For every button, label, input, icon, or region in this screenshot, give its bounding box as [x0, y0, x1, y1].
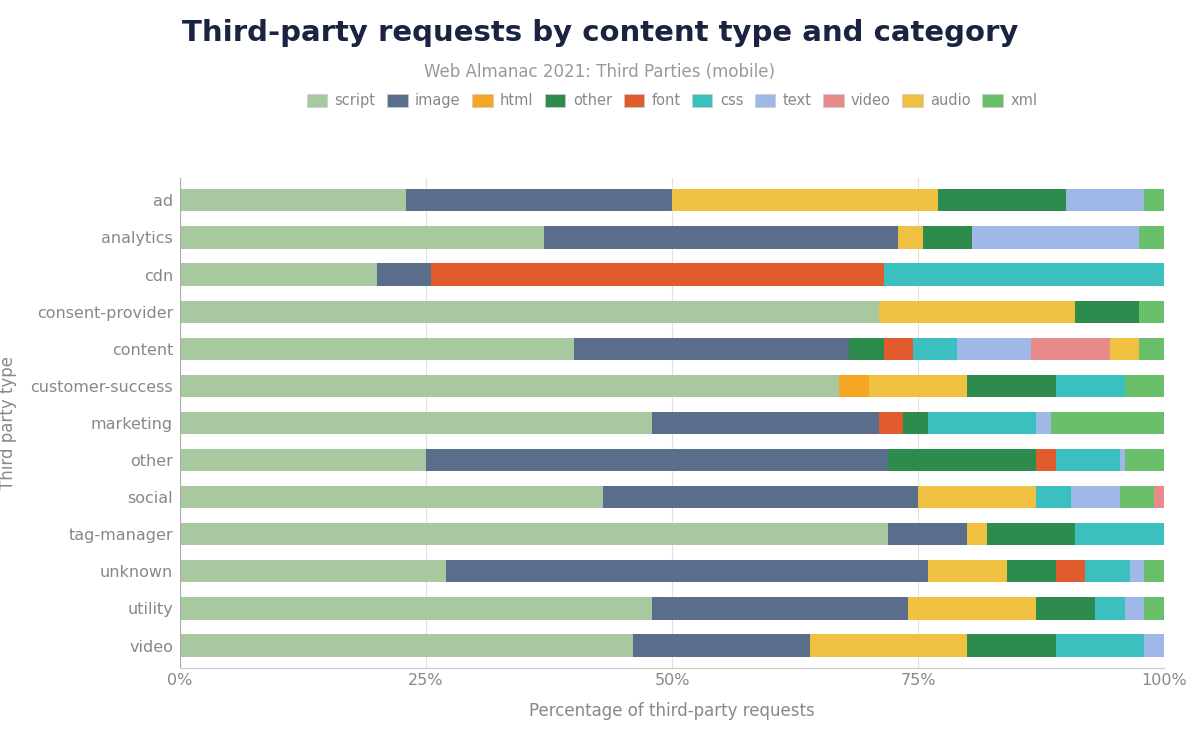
Bar	[1056, 449, 1120, 471]
Bar	[1096, 597, 1124, 620]
Bar	[928, 560, 1007, 582]
Bar	[883, 338, 913, 360]
Bar	[1036, 597, 1096, 620]
Bar	[1124, 375, 1164, 397]
Bar	[967, 375, 1056, 397]
Bar	[1154, 486, 1164, 508]
Bar	[180, 338, 574, 360]
Bar	[1056, 634, 1145, 657]
Bar	[1036, 412, 1051, 434]
Bar	[180, 375, 839, 397]
Bar	[431, 263, 883, 286]
Bar	[869, 375, 967, 397]
Bar	[1124, 597, 1145, 620]
Bar	[1056, 375, 1124, 397]
Bar	[883, 263, 1164, 286]
Bar	[180, 523, 888, 545]
Bar	[180, 263, 377, 286]
Bar	[653, 597, 908, 620]
Bar	[1075, 523, 1164, 545]
Legend: script, image, html, other, font, css, text, video, audio, xml: script, image, html, other, font, css, t…	[301, 88, 1043, 114]
Bar	[180, 189, 407, 211]
Bar	[918, 486, 1036, 508]
Bar	[986, 523, 1075, 545]
Bar	[1075, 301, 1140, 323]
Bar	[1129, 560, 1145, 582]
Bar	[445, 560, 928, 582]
Bar	[1070, 486, 1120, 508]
Bar	[1124, 449, 1164, 471]
Bar	[908, 597, 1036, 620]
Bar	[967, 523, 986, 545]
Bar	[1145, 560, 1164, 582]
Bar	[1056, 560, 1085, 582]
Bar	[888, 449, 1036, 471]
Bar	[632, 634, 810, 657]
Bar	[180, 301, 878, 323]
Bar	[904, 412, 928, 434]
Bar	[1066, 189, 1145, 211]
Bar	[180, 486, 604, 508]
Bar	[923, 226, 972, 249]
Bar	[878, 412, 904, 434]
Bar	[888, 523, 967, 545]
Bar	[180, 226, 544, 249]
Bar	[1085, 560, 1129, 582]
Bar	[967, 634, 1056, 657]
Bar	[1036, 449, 1056, 471]
Bar	[544, 226, 899, 249]
Text: Web Almanac 2021: Third Parties (mobile): Web Almanac 2021: Third Parties (mobile)	[425, 63, 775, 81]
Bar	[604, 486, 918, 508]
Bar	[928, 412, 1036, 434]
Text: Third-party requests by content type and category: Third-party requests by content type and…	[182, 19, 1018, 47]
Bar	[972, 226, 1140, 249]
Y-axis label: Third party type: Third party type	[0, 356, 17, 490]
Bar	[180, 449, 426, 471]
Bar	[878, 301, 1075, 323]
Bar	[1140, 338, 1164, 360]
Bar	[937, 189, 1066, 211]
Bar	[913, 338, 958, 360]
Bar	[180, 560, 445, 582]
Bar	[180, 597, 653, 620]
Bar	[810, 634, 967, 657]
Bar	[672, 189, 937, 211]
Bar	[1051, 412, 1164, 434]
Bar	[653, 412, 878, 434]
Bar	[1145, 634, 1164, 657]
Bar	[180, 412, 653, 434]
Bar	[1110, 338, 1140, 360]
Bar	[1120, 486, 1154, 508]
Bar	[426, 449, 888, 471]
Bar	[574, 338, 850, 360]
Bar	[1140, 226, 1164, 249]
Bar	[1145, 597, 1164, 620]
Bar	[1145, 189, 1164, 211]
Bar	[958, 338, 1031, 360]
Bar	[1007, 560, 1056, 582]
Bar	[377, 263, 431, 286]
Bar	[839, 375, 869, 397]
X-axis label: Percentage of third-party requests: Percentage of third-party requests	[529, 701, 815, 720]
Bar	[899, 226, 923, 249]
Bar	[1120, 449, 1124, 471]
Bar	[1140, 301, 1164, 323]
Bar	[1031, 338, 1110, 360]
Bar	[407, 189, 672, 211]
Bar	[850, 338, 883, 360]
Bar	[180, 634, 632, 657]
Bar	[1036, 486, 1070, 508]
